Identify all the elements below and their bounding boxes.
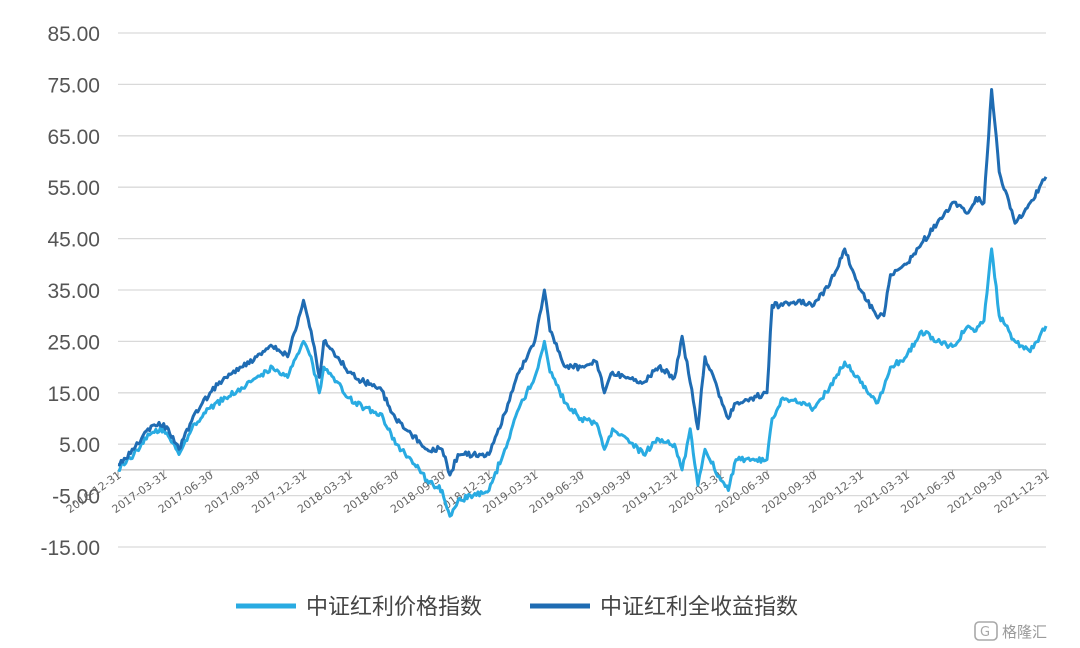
y-axis: 85.00 75.00 65.00 55.00 45.00 35.00 25.00 15.00… bbox=[40, 23, 100, 560]
series-layer bbox=[117, 88, 1048, 518]
y-tick-label: 45.00 bbox=[47, 229, 100, 252]
grid-lines bbox=[118, 32, 1046, 548]
y-tick-label: 65.00 bbox=[47, 126, 100, 149]
y-tick-label: 5.00 bbox=[59, 434, 100, 457]
legend-label-price-index: 中证红利价格指数 bbox=[306, 595, 482, 620]
watermark: G 格隆汇 bbox=[974, 621, 1047, 641]
series-line-price-index bbox=[117, 247, 1048, 518]
y-tick-label: -15.00 bbox=[40, 537, 100, 560]
legend-label-total-return-index: 中证红利全收益指数 bbox=[600, 595, 798, 620]
y-tick-label: 85.00 bbox=[47, 23, 100, 46]
y-tick-label: 75.00 bbox=[47, 74, 100, 97]
y-tick-label: 15.00 bbox=[47, 383, 100, 406]
y-tick-label: 25.00 bbox=[47, 331, 100, 354]
y-tick-label: -5.00 bbox=[52, 486, 100, 509]
g-logo-glyph: G bbox=[980, 625, 990, 640]
x-axis: 2016-12-312017-03-312017-06-302017-09-30… bbox=[64, 469, 1052, 516]
y-tick-label: 35.00 bbox=[47, 280, 100, 303]
series-line-total-return-index bbox=[117, 88, 1048, 477]
watermark-text: 格隆汇 bbox=[1002, 623, 1047, 641]
g-logo-icon bbox=[974, 621, 998, 641]
y-tick-label: 55.00 bbox=[47, 177, 100, 200]
legend: 中证红利价格指数 中证红利全收益指数 bbox=[236, 595, 798, 620]
